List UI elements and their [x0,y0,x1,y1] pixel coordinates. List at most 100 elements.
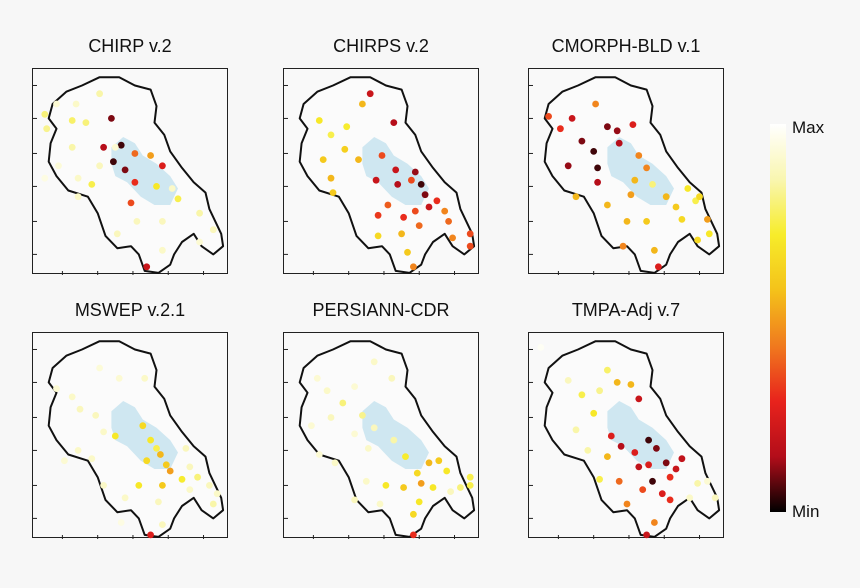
station-point [645,461,652,469]
station-point [615,477,623,485]
station-point [394,181,402,188]
map-plot [529,340,721,539]
station-point [568,115,576,122]
station-point [374,232,382,240]
station-point [649,181,656,188]
station-point [631,449,639,456]
station-point [590,409,598,417]
station-point [196,238,204,246]
station-point [415,222,423,230]
panel-title: CHIRP v.2 [88,36,172,56]
station-point [413,469,421,477]
station-point [417,480,425,487]
station-point [43,125,51,133]
map-panel [32,332,228,539]
station-point [186,486,194,493]
station-point [627,191,635,199]
panel-title: PERSIANN-CDR [312,300,450,320]
station-point [384,201,392,209]
station-point [174,195,182,203]
station-point [662,193,670,201]
station-point [186,463,194,471]
station-point [592,100,599,108]
map-plot [284,76,476,275]
station-point [366,90,374,98]
station-point [153,445,160,452]
station-point [604,201,611,209]
station-point [117,141,125,149]
station-point [658,490,666,498]
station-point [82,119,90,126]
station-point [704,216,711,223]
station-point [68,117,76,124]
station-point [545,113,552,120]
station-point [315,117,323,124]
station-point [117,519,125,526]
station-point [61,457,68,465]
station-point [74,193,82,201]
station-point [613,127,621,135]
station-point [388,374,396,382]
station-point [68,143,76,151]
station-point [382,482,390,489]
station-point [627,381,635,388]
station-point [596,387,603,395]
map-plot [33,76,225,275]
station-point [72,100,80,108]
map-panel [528,68,724,275]
station-point [159,482,166,489]
station-point [564,377,572,384]
station-point [466,473,474,481]
station-point [121,494,129,502]
station-point [359,100,366,108]
station-point [153,183,160,190]
basin-outline [298,76,476,274]
station-point [590,148,598,155]
station-point [143,457,151,465]
station-point [651,246,658,254]
station-point [313,374,321,382]
colorbar [770,124,786,512]
station-point [343,123,351,131]
station-point [435,457,443,465]
station-point [213,490,221,498]
station-point [604,453,611,460]
station-point [578,137,586,145]
station-point [147,531,154,539]
station-point [466,242,474,250]
station-point [613,379,621,386]
station-point [655,263,662,271]
station-point [686,494,694,502]
station-point [564,162,572,170]
station-point [329,189,337,196]
station-point [147,436,154,444]
station-point [572,193,580,201]
station-point [121,166,129,174]
station-point [619,242,627,250]
station-point [135,482,143,489]
station-point [362,477,370,485]
station-point [607,432,615,440]
station-point [429,484,437,491]
station-point [694,480,701,487]
station-point [331,459,339,467]
station-point [645,436,652,444]
station-point [466,482,474,489]
station-point [604,123,611,131]
station-point [584,447,592,454]
station-point [447,488,454,495]
station-point [374,211,382,219]
station-point [88,181,96,188]
station-point [696,193,703,201]
station-point [433,197,441,205]
station-point [425,459,433,467]
basin-outline [47,76,225,274]
station-point [378,152,386,159]
station-point [74,174,82,182]
map-panel [283,332,479,539]
station-point [115,374,123,382]
station-point [402,453,409,460]
station-point [53,100,60,108]
station-point [111,143,119,151]
station-point [100,428,107,436]
